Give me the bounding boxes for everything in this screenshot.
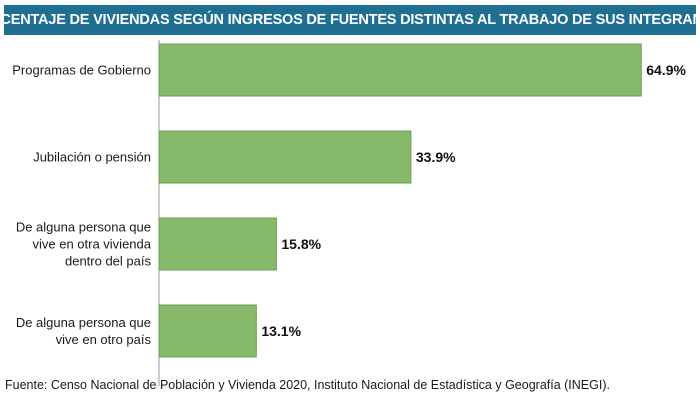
bar-value-label: 13.1% — [261, 323, 301, 339]
chart-title: PORCENTAJE DE VIVIENDAS SEGÚN INGRESOS D… — [0, 12, 700, 28]
bar-value-label: 15.8% — [281, 236, 321, 252]
category-label-line: De alguna persona que — [16, 220, 151, 235]
source-note: Fuente: Censo Nacional de Población y Vi… — [5, 378, 610, 392]
category-label: De alguna persona que vive en otro país — [16, 315, 152, 347]
bar — [158, 43, 642, 97]
category-label-line: Jubilación o pensión — [33, 150, 151, 165]
category-label: De alguna persona que vive en otra vivien… — [16, 220, 152, 269]
chart-title-bar: PORCENTAJE DE VIVIENDAS SEGÚN INGRESOS D… — [0, 5, 700, 35]
bar — [158, 304, 257, 358]
category-label-line: Programas de Gobierno — [12, 63, 151, 78]
category-label: Programas de Gobierno — [12, 63, 151, 78]
bar-value-label: 64.9% — [646, 62, 686, 78]
bar-value-label: 33.9% — [416, 149, 456, 165]
category-label-line: De alguna persona que — [16, 315, 151, 330]
category-label: Jubilación o pensión — [33, 150, 151, 165]
bar — [158, 130, 412, 184]
category-label-line: vive en otra vivienda — [32, 237, 151, 252]
bar — [158, 217, 277, 271]
category-label-line: dentro del país — [65, 254, 152, 269]
category-label-line: vive en otro país — [56, 332, 152, 347]
